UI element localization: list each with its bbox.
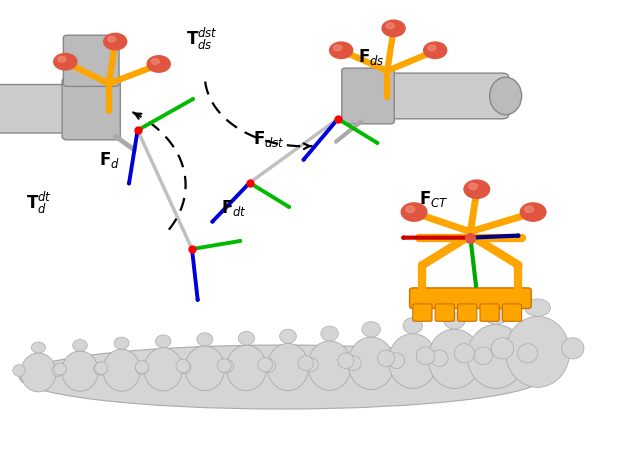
Circle shape (424, 42, 447, 58)
Text: $\mathbf{F}_{d}$: $\mathbf{F}_{d}$ (99, 150, 120, 170)
Circle shape (382, 20, 405, 37)
Ellipse shape (506, 316, 570, 388)
Ellipse shape (73, 340, 87, 351)
Circle shape (333, 45, 342, 51)
Circle shape (468, 183, 477, 190)
Ellipse shape (144, 347, 182, 391)
Ellipse shape (378, 350, 394, 367)
Ellipse shape (388, 334, 437, 388)
Ellipse shape (298, 356, 314, 371)
Ellipse shape (54, 363, 67, 375)
Ellipse shape (525, 299, 550, 317)
Circle shape (386, 23, 394, 29)
FancyBboxPatch shape (458, 304, 477, 321)
FancyBboxPatch shape (0, 85, 79, 133)
Ellipse shape (19, 345, 544, 409)
Text: $\mathbf{F}_{ds}$: $\mathbf{F}_{ds}$ (358, 47, 385, 67)
Ellipse shape (103, 349, 140, 391)
Text: $\mathbf{T}_{ds}^{dst}$: $\mathbf{T}_{ds}^{dst}$ (186, 26, 218, 52)
Circle shape (58, 56, 66, 62)
Ellipse shape (176, 359, 190, 373)
FancyBboxPatch shape (62, 78, 120, 140)
Ellipse shape (227, 345, 267, 391)
Text: $\mathbf{F}_{CT}$: $\mathbf{F}_{CT}$ (419, 189, 449, 209)
Text: $\mathbf{T}_{d}^{dt}$: $\mathbf{T}_{d}^{dt}$ (26, 190, 51, 217)
Ellipse shape (518, 344, 538, 363)
Ellipse shape (95, 362, 108, 374)
Ellipse shape (338, 353, 354, 368)
Ellipse shape (61, 351, 99, 391)
Circle shape (108, 36, 116, 42)
Ellipse shape (31, 342, 45, 353)
Ellipse shape (303, 357, 318, 372)
FancyBboxPatch shape (362, 73, 509, 119)
Ellipse shape (403, 318, 422, 334)
Circle shape (525, 206, 534, 213)
Ellipse shape (114, 337, 129, 349)
Ellipse shape (362, 322, 380, 337)
Ellipse shape (217, 359, 231, 372)
Ellipse shape (467, 324, 525, 388)
Ellipse shape (52, 365, 64, 377)
Circle shape (520, 203, 546, 221)
Circle shape (104, 33, 127, 50)
Ellipse shape (431, 350, 448, 367)
Circle shape (401, 203, 427, 221)
Ellipse shape (388, 353, 404, 368)
Ellipse shape (238, 331, 255, 345)
FancyBboxPatch shape (480, 304, 499, 321)
FancyBboxPatch shape (410, 288, 531, 308)
Text: $\mathbf{F}_{dst}$: $\mathbf{F}_{dst}$ (253, 129, 285, 149)
Ellipse shape (20, 353, 56, 392)
Circle shape (406, 206, 415, 213)
Ellipse shape (444, 313, 465, 329)
FancyBboxPatch shape (63, 35, 119, 86)
FancyBboxPatch shape (502, 304, 522, 321)
FancyBboxPatch shape (342, 68, 394, 124)
Ellipse shape (185, 346, 225, 391)
Ellipse shape (178, 361, 191, 374)
Ellipse shape (346, 356, 361, 371)
Ellipse shape (492, 338, 514, 359)
Ellipse shape (484, 308, 508, 324)
Ellipse shape (562, 338, 584, 359)
Ellipse shape (454, 344, 474, 363)
Ellipse shape (474, 347, 492, 365)
Ellipse shape (262, 359, 276, 372)
Ellipse shape (156, 335, 171, 348)
Ellipse shape (280, 329, 296, 344)
Ellipse shape (13, 365, 25, 377)
Ellipse shape (428, 329, 481, 388)
FancyBboxPatch shape (413, 304, 432, 321)
Text: $\mathbf{F}_{dt}$: $\mathbf{F}_{dt}$ (221, 198, 246, 218)
Ellipse shape (417, 347, 435, 365)
Ellipse shape (268, 344, 309, 390)
Circle shape (151, 58, 159, 64)
Ellipse shape (93, 363, 106, 375)
FancyBboxPatch shape (435, 304, 454, 321)
Circle shape (464, 180, 490, 198)
Ellipse shape (220, 359, 234, 373)
Circle shape (54, 53, 77, 70)
Ellipse shape (197, 333, 212, 346)
Ellipse shape (490, 77, 522, 115)
Circle shape (428, 45, 436, 51)
Ellipse shape (308, 341, 351, 390)
Ellipse shape (136, 361, 149, 374)
Circle shape (147, 56, 170, 72)
Circle shape (330, 42, 353, 58)
Ellipse shape (136, 362, 148, 374)
Ellipse shape (348, 337, 394, 389)
Ellipse shape (321, 326, 339, 341)
Ellipse shape (258, 357, 273, 372)
